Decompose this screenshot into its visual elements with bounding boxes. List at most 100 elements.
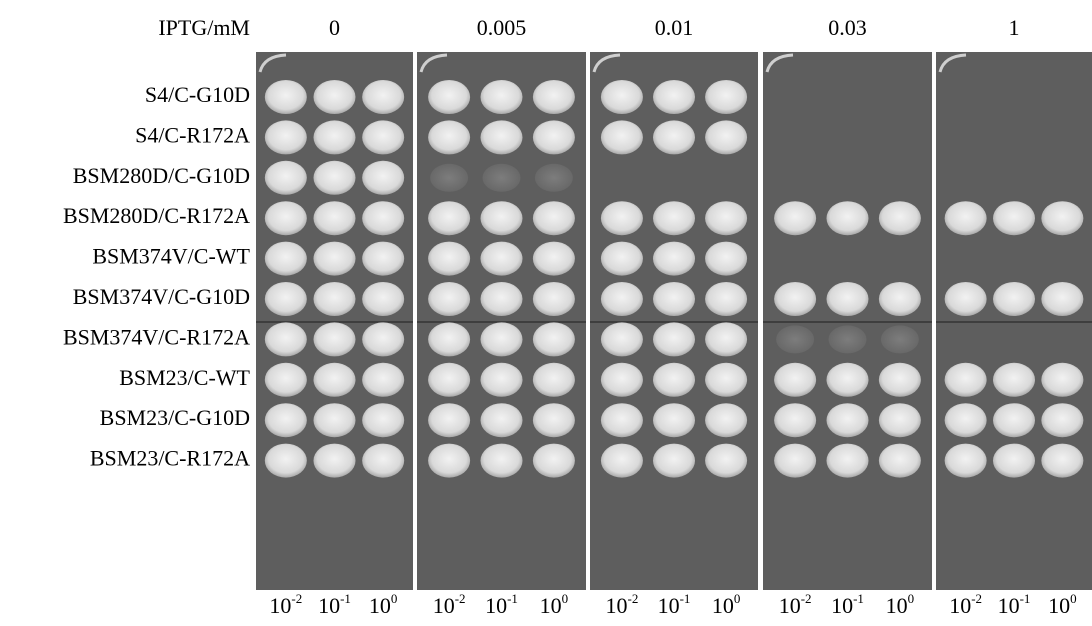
colony-spot bbox=[313, 282, 356, 316]
faint-spot bbox=[430, 163, 469, 192]
dilution-base: 10 bbox=[1048, 593, 1070, 618]
colony-spot bbox=[428, 120, 471, 155]
colony-spot bbox=[362, 322, 405, 357]
dilution-exponent: -1 bbox=[1020, 591, 1031, 606]
colony-spot bbox=[532, 80, 575, 114]
colony-spot bbox=[600, 362, 643, 397]
colony-spot bbox=[428, 362, 471, 397]
colony-spot bbox=[532, 443, 575, 478]
colony-spot bbox=[428, 403, 471, 438]
dilution-label: 10-2 bbox=[779, 591, 812, 618]
strain-label: BSM374V/C-WT bbox=[92, 244, 250, 269]
faint-spot bbox=[482, 163, 521, 192]
dilution-label: 10-2 bbox=[433, 591, 466, 618]
concentration-label: 0.01 bbox=[655, 15, 694, 40]
colony-spot bbox=[362, 282, 405, 316]
colony-spot bbox=[480, 201, 523, 236]
colony-spot bbox=[532, 403, 575, 438]
colony-spot bbox=[362, 201, 405, 236]
dilution-label: 10-1 bbox=[485, 591, 518, 618]
colony-spot bbox=[480, 241, 523, 276]
colony-spot bbox=[313, 362, 356, 397]
dilution-base: 10 bbox=[831, 593, 853, 618]
dilution-exponent: -1 bbox=[507, 591, 518, 606]
faint-spot bbox=[776, 325, 815, 354]
dilution-label: 100 bbox=[540, 591, 569, 618]
colony-spot bbox=[480, 80, 523, 114]
plate-edge bbox=[765, 53, 794, 73]
dilution-exponent: 0 bbox=[1070, 591, 1077, 606]
colony-spot bbox=[705, 120, 748, 155]
colony-spot bbox=[944, 201, 987, 236]
dilution-label: 10-1 bbox=[831, 591, 864, 618]
colony-spot bbox=[653, 80, 695, 114]
dilution-exponent: -2 bbox=[455, 591, 466, 606]
strain-label: S4/C-R172A bbox=[135, 122, 250, 147]
colony-spot bbox=[705, 80, 748, 114]
concentration-label: 0.005 bbox=[477, 15, 527, 40]
iptg-label: IPTG/mM bbox=[158, 15, 250, 40]
colony-spot bbox=[264, 282, 307, 316]
colony-spot bbox=[362, 241, 405, 276]
dilution-base: 10 bbox=[886, 593, 908, 618]
dilution-base: 10 bbox=[369, 593, 391, 618]
colony-spot bbox=[264, 160, 307, 195]
colony-spot bbox=[600, 201, 643, 236]
colony-spot bbox=[532, 362, 575, 397]
colony-spot bbox=[532, 201, 575, 236]
colony-spot bbox=[532, 241, 575, 276]
colony-spot bbox=[774, 201, 817, 236]
colony-spot bbox=[1041, 443, 1084, 478]
colony-spot bbox=[264, 322, 307, 357]
dilution-label: 10-1 bbox=[318, 591, 351, 618]
colony-spot bbox=[944, 282, 987, 316]
faint-spot bbox=[828, 325, 867, 354]
colony-spot bbox=[600, 120, 643, 155]
dilution-exponent: 0 bbox=[734, 591, 741, 606]
concentration-label: 0.03 bbox=[828, 15, 867, 40]
colony-spot bbox=[362, 160, 405, 195]
colony-spot bbox=[600, 443, 643, 478]
colony-spot bbox=[705, 201, 748, 236]
colony-spot bbox=[313, 120, 356, 155]
colony-spot bbox=[653, 362, 695, 397]
colony-spot bbox=[600, 403, 643, 438]
colony-spot bbox=[600, 322, 643, 357]
strain-label: BSM280D/C-G10D bbox=[73, 163, 250, 188]
dilution-label: 10-2 bbox=[269, 591, 302, 618]
colony-spot bbox=[1041, 362, 1084, 397]
dilution-base: 10 bbox=[779, 593, 801, 618]
dilution-base: 10 bbox=[540, 593, 562, 618]
colony-spot bbox=[480, 322, 523, 357]
strain-label: BSM23/C-G10D bbox=[100, 405, 250, 430]
dilution-label: 10-1 bbox=[998, 591, 1031, 618]
colony-spot bbox=[826, 443, 869, 478]
colony-spot bbox=[313, 403, 356, 438]
colony-spot bbox=[993, 403, 1035, 438]
colony-spot bbox=[313, 160, 356, 195]
strain-label: BSM23/C-R172A bbox=[90, 446, 250, 471]
colony-spot bbox=[264, 241, 307, 276]
strain-label: BSM374V/C-G10D bbox=[73, 284, 250, 309]
colony-spot bbox=[993, 362, 1035, 397]
colony-spot bbox=[362, 443, 405, 478]
dilution-label: 100 bbox=[1048, 591, 1077, 618]
plate-edge bbox=[258, 53, 287, 73]
dilution-exponent: -1 bbox=[853, 591, 864, 606]
colony-spot bbox=[826, 201, 869, 236]
colony-spot bbox=[428, 322, 471, 357]
colony-spot bbox=[705, 403, 748, 438]
colony-spot bbox=[1041, 403, 1084, 438]
faint-spot bbox=[534, 163, 573, 192]
colony-spot bbox=[944, 403, 987, 438]
colony-spot bbox=[264, 80, 307, 114]
colony-spot bbox=[878, 282, 921, 316]
dilution-label: 100 bbox=[369, 591, 398, 618]
colony-spot bbox=[878, 443, 921, 478]
colony-spot bbox=[600, 241, 643, 276]
colony-spot bbox=[264, 201, 307, 236]
dilution-exponent: -1 bbox=[340, 591, 351, 606]
dilution-exponent: 0 bbox=[562, 591, 569, 606]
colony-spot bbox=[993, 201, 1035, 236]
